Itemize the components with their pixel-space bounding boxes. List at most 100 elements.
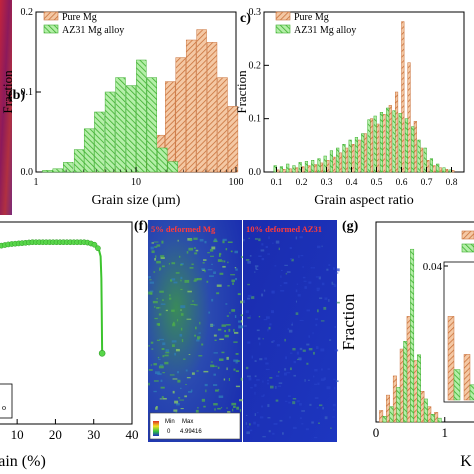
ebsd-speckle	[274, 265, 276, 266]
ebsd-speckle	[226, 408, 227, 409]
x-tick-label: 10	[11, 427, 24, 442]
ebsd-speckle	[227, 285, 229, 286]
bar-pure-mg	[434, 412, 437, 422]
ebsd-speckle	[264, 319, 268, 320]
ebsd-speckle	[325, 416, 328, 419]
ebsd-speckle	[321, 320, 325, 321]
ebsd-speckle	[158, 359, 160, 360]
ebsd-speckle	[159, 268, 161, 270]
ebsd-speckle	[322, 407, 323, 410]
ebsd-speckle	[328, 368, 330, 369]
ebsd-speckle	[187, 251, 189, 253]
ebsd-speckle	[195, 327, 197, 330]
ebsd-speckle	[321, 368, 323, 370]
ebsd-speckle	[335, 272, 338, 273]
ebsd-speckle	[182, 339, 183, 342]
ebsd-speckle	[232, 283, 234, 285]
x-tick-label: 1	[442, 425, 449, 440]
legend-label-az31: AZ31 Mg alloy	[294, 25, 356, 36]
ebsd-speckle	[247, 284, 250, 285]
ebsd-speckle	[271, 291, 274, 294]
ebsd-speckle	[249, 423, 250, 425]
ebsd-speckle	[246, 431, 250, 434]
bar-az31	[147, 78, 157, 172]
bar-az31	[126, 86, 136, 172]
ebsd-speckle	[241, 378, 243, 381]
bar-az31	[374, 116, 377, 172]
ebsd-speckle	[180, 280, 181, 282]
ebsd-speckle	[190, 267, 194, 269]
ebsd-speckle	[249, 315, 250, 317]
ebsd-scale-max-value: 4.99416	[180, 429, 202, 435]
ebsd-speckle	[152, 242, 154, 243]
ebsd-speckle	[154, 242, 159, 243]
ebsd-speckle	[296, 289, 298, 292]
ebsd-speckle	[255, 265, 258, 267]
bar-pure-mg	[333, 157, 336, 172]
ebsd-speckle	[316, 324, 318, 326]
ebsd-speckle	[298, 255, 299, 258]
x-tick-label: 40	[126, 427, 139, 442]
ebsd-speckle	[156, 406, 158, 408]
bar-pure-mg	[386, 395, 389, 422]
ebsd-speckle	[314, 437, 317, 438]
ebsd-speckle	[194, 278, 198, 280]
ebsd-speckle	[211, 299, 213, 302]
ebsd-speckle	[221, 407, 222, 408]
ebsd-speckle	[215, 389, 219, 391]
ebsd-speckle	[235, 315, 236, 318]
curve-point	[95, 246, 100, 251]
bar-pure-mg	[379, 410, 382, 422]
ebsd-speckle	[218, 329, 221, 331]
bar-pure-mg	[345, 148, 348, 172]
ebsd-speckle	[219, 273, 223, 275]
ebsd-speckle	[233, 406, 236, 408]
ebsd-speckle	[246, 259, 249, 261]
ebsd-speckle	[261, 396, 264, 397]
ebsd-speckle	[190, 304, 195, 305]
bar-pure-mg	[314, 165, 317, 172]
ebsd-speckle	[269, 327, 271, 330]
bar-az31	[336, 148, 339, 172]
ebsd-map-az31-label: 10% deformed AZ31	[246, 224, 322, 234]
ebsd-speckle	[284, 368, 286, 370]
ebsd-speckle	[317, 309, 319, 312]
ebsd-speckle	[281, 270, 283, 271]
ebsd-speckle	[288, 402, 291, 404]
x-tick-label: 100	[229, 177, 244, 188]
ebsd-speckle	[258, 256, 261, 257]
bar-az31	[157, 148, 167, 172]
bar-az31	[399, 113, 402, 172]
ebsd-speckle	[296, 301, 297, 303]
legend-label-pure-mg: Pure Mg	[62, 12, 97, 23]
ebsd-speckle	[263, 338, 264, 339]
ebsd-speckle	[261, 294, 263, 297]
ebsd-speckle	[322, 246, 323, 248]
ebsd-speckle	[246, 367, 248, 369]
ebsd-speckle	[267, 254, 270, 255]
ebsd-speckle	[248, 238, 249, 239]
y-tick-label: 0.1	[249, 114, 262, 125]
ebsd-speckle	[186, 370, 188, 372]
ebsd-speckle	[179, 256, 180, 258]
ebsd-speckle	[214, 335, 217, 337]
ebsd-speckle	[161, 303, 166, 304]
ebsd-speckle	[178, 397, 180, 398]
ebsd-speckle	[231, 251, 233, 253]
ebsd-speckle	[213, 241, 217, 242]
ebsd-speckle	[217, 408, 221, 410]
ebsd-speckle	[236, 353, 239, 355]
bar-az31	[368, 120, 371, 172]
ebsd-speckle	[215, 340, 217, 341]
ebsd-speckle	[297, 400, 300, 402]
ebsd-speckle	[174, 353, 176, 356]
ebsd-speckle	[154, 380, 159, 381]
curve-end-point	[99, 350, 105, 356]
bar-az31	[63, 162, 73, 172]
ebsd-speckle	[255, 360, 257, 362]
panel-g-ylabel: Fraction	[339, 293, 358, 350]
bar-az31	[94, 112, 104, 172]
bar-az31	[470, 385, 474, 400]
ebsd-speckle	[227, 368, 228, 371]
bar-pure-mg	[358, 140, 361, 172]
